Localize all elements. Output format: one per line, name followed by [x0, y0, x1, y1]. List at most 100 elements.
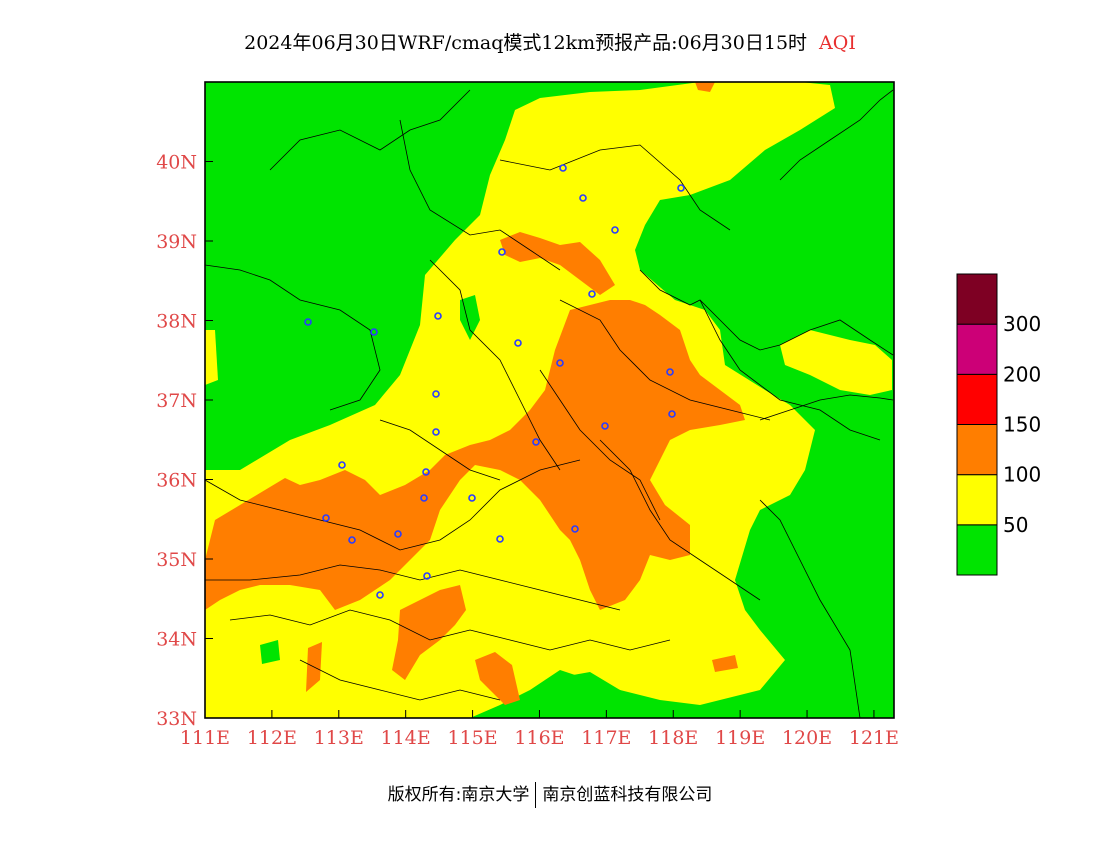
station-marker — [559, 164, 567, 172]
x-tick-label: 116E — [514, 727, 564, 749]
station-marker — [677, 184, 685, 192]
y-tick-label: 35N — [156, 549, 197, 571]
boundary-line — [429, 259, 561, 471]
boundary-line — [205, 564, 621, 611]
company-text: 南京创蓝科技有限公司 — [542, 785, 713, 805]
boundary-line — [269, 89, 471, 171]
y-axis: 33N 34N 35N 36N 37N 38N 39N 40N — [156, 152, 213, 730]
y-tick-label: 39N — [156, 231, 197, 253]
station-marker — [370, 328, 378, 336]
x-tick-label: 119E — [715, 727, 765, 749]
y-tick-label: 33N — [156, 708, 197, 730]
admin-boundaries — [205, 89, 894, 718]
legend-label: 150 — [1003, 413, 1041, 437]
legend-swatch — [956, 273, 998, 325]
station-marker — [666, 368, 674, 376]
station-marker — [432, 390, 440, 398]
x-tick-label: 121E — [849, 727, 899, 749]
station-marker — [498, 248, 506, 256]
boundary-line — [205, 264, 381, 411]
aqi-sensitive-patch-east — [712, 655, 738, 672]
aqi-sensitive-patch-southeast — [475, 652, 520, 705]
legend-label: 100 — [1003, 463, 1041, 487]
boundary-line — [229, 609, 671, 651]
x-axis: 111E 112E 113E 114E 115E 116E 117E 118E 119E 120E… — [180, 710, 899, 749]
station-marker — [514, 339, 522, 347]
station-marker — [322, 514, 330, 522]
aqi-sensitive-patch-north — [500, 232, 615, 295]
aqi-moderate-patch-east — [780, 330, 892, 395]
station-marker — [348, 536, 356, 544]
station-marker — [668, 410, 676, 418]
aqi-sensitive-region — [205, 300, 745, 610]
station-marker — [338, 461, 346, 469]
station-marker — [434, 312, 442, 320]
boundary-line — [599, 439, 761, 601]
aqi-sensitive-patch-south — [392, 585, 466, 680]
boundary-line — [699, 299, 881, 441]
legend-swatch — [956, 474, 998, 526]
footer: 版权所有:南京大学 南京创蓝科技有限公司 — [0, 780, 1100, 808]
station-marker — [376, 591, 384, 599]
x-tick-label: 111E — [180, 727, 230, 749]
legend-swatch — [956, 524, 998, 576]
aqi-good-patch-southeast — [540, 672, 640, 718]
station-marker — [423, 572, 431, 580]
x-tick-label: 114E — [381, 727, 431, 749]
coastline — [639, 269, 894, 356]
station-marker — [556, 359, 564, 367]
title-text: 2024年06月30日WRF/cmaq模式12km预报产品:06月30日15时 — [244, 32, 808, 54]
station-marker — [304, 318, 312, 326]
y-tick-label: 37N — [156, 390, 197, 412]
x-tick-label: 115E — [448, 727, 498, 749]
station-marker — [422, 468, 430, 476]
copyright-text: 版权所有:南京大学 — [387, 785, 530, 805]
station-marker — [420, 494, 428, 502]
x-tick-label: 120E — [782, 727, 832, 749]
station-marker — [588, 290, 596, 298]
station-marker — [394, 530, 402, 538]
station-marker — [532, 438, 540, 446]
map-title: 2024年06月30日WRF/cmaq模式12km预报产品:06月30日15时 A… — [0, 28, 1100, 55]
station-marker — [611, 226, 619, 234]
coastline — [779, 89, 894, 181]
station-marker — [601, 422, 609, 430]
aqi-sensitive-patch-northeast — [695, 82, 715, 92]
station-marker — [496, 535, 504, 543]
aqi-good-patch-south — [260, 640, 280, 664]
aqi-field — [205, 82, 894, 718]
y-tick-label: 36N — [156, 470, 197, 492]
station-marker — [571, 525, 579, 533]
boundary-line — [205, 459, 581, 551]
station-marker — [432, 428, 440, 436]
coastline — [759, 394, 894, 421]
aqi-good-patch — [460, 295, 480, 340]
station-marker — [468, 494, 476, 502]
boundary-line — [499, 144, 731, 231]
aqi-moderate-patch-west — [205, 330, 218, 385]
legend-label: 50 — [1003, 513, 1028, 537]
boundary-line — [299, 659, 501, 701]
aqi-legend: 50 100 150 200 300 — [956, 273, 1041, 576]
boundary-line — [399, 119, 561, 271]
station-marker — [579, 194, 587, 202]
y-tick-label: 38N — [156, 311, 197, 333]
product-label: AQI — [819, 32, 856, 54]
boundary-line — [759, 499, 861, 718]
x-tick-label: 113E — [314, 727, 364, 749]
x-tick-label: 118E — [648, 727, 698, 749]
legend-swatch — [956, 373, 998, 426]
legend-label: 300 — [1003, 312, 1041, 336]
y-tick-label: 34N — [156, 629, 197, 651]
station-markers — [304, 164, 685, 599]
legend-swatch — [956, 424, 998, 476]
x-tick-label: 112E — [247, 727, 297, 749]
boundary-line — [559, 299, 771, 421]
legend-label: 200 — [1003, 362, 1041, 386]
x-tick-label: 117E — [581, 727, 631, 749]
footer-separator — [535, 782, 537, 808]
boundary-line — [379, 419, 501, 481]
legend-swatch — [956, 323, 998, 375]
y-tick-label: 40N — [156, 152, 197, 174]
